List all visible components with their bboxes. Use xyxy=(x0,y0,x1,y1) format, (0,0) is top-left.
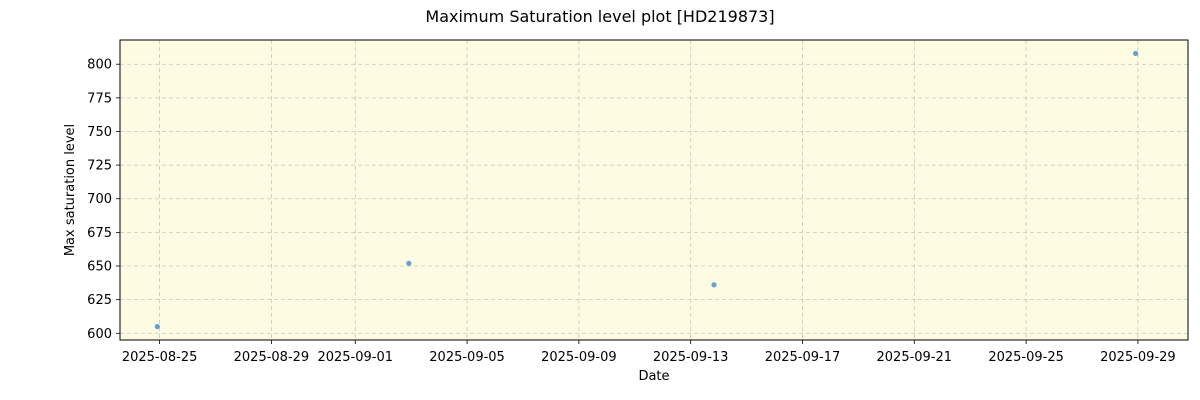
data-point xyxy=(406,260,412,266)
x-tick-label: 2025-09-01 xyxy=(317,350,393,365)
data-points xyxy=(154,50,1139,330)
data-point xyxy=(711,282,717,288)
y-tick-label: 750 xyxy=(87,125,112,140)
x-tick-label: 2025-08-25 xyxy=(122,350,198,365)
x-tick-label: 2025-09-29 xyxy=(1100,350,1176,365)
y-tick-label: 725 xyxy=(87,159,112,174)
chart-title: Maximum Saturation level plot [HD219873] xyxy=(425,7,774,26)
y-tick-label: 800 xyxy=(87,58,112,73)
x-axis-label: Date xyxy=(638,369,669,384)
y-axis: 600 625 650 675 700 725 750 775 800 xyxy=(87,58,120,342)
y-tick-label: 675 xyxy=(87,226,112,241)
grid xyxy=(120,40,1188,340)
x-tick-label: 2025-09-05 xyxy=(429,350,505,365)
x-tick-label: 2025-09-25 xyxy=(988,350,1064,365)
x-tick-label: 2025-09-17 xyxy=(765,350,841,365)
x-tick-label: 2025-09-13 xyxy=(653,350,729,365)
y-tick-label: 625 xyxy=(87,293,112,308)
x-axis: 2025-08-25 2025-08-29 2025-09-01 2025-09-05… xyxy=(122,340,1176,365)
x-tick-label: 2025-09-21 xyxy=(877,350,953,365)
x-tick-label: 2025-08-29 xyxy=(234,350,310,365)
x-tick-label: 2025-09-09 xyxy=(541,350,617,365)
y-axis-label: Max saturation level xyxy=(63,124,78,256)
plot-area xyxy=(120,40,1188,340)
data-point xyxy=(1132,50,1139,57)
y-tick-label: 650 xyxy=(87,260,112,275)
y-tick-label: 775 xyxy=(87,91,112,106)
y-tick-label: 600 xyxy=(87,327,112,342)
y-tick-label: 700 xyxy=(87,192,112,207)
plot-frame xyxy=(119,39,1189,341)
data-point xyxy=(154,323,160,330)
